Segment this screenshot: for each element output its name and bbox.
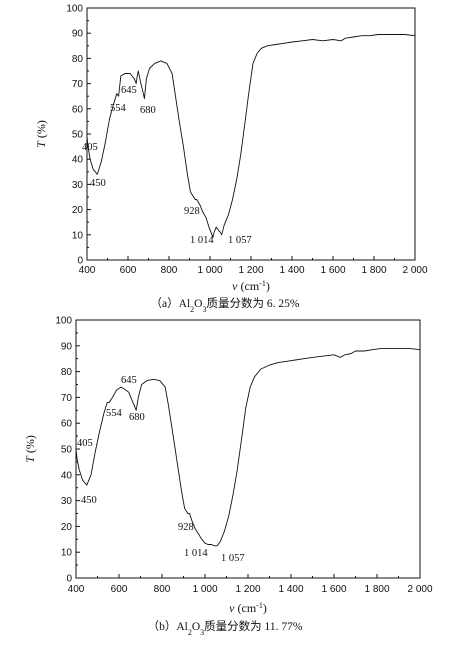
y-tick-label: 20 <box>61 522 73 533</box>
x-axis-symbol: v <box>229 601 235 615</box>
y-tick-label: 80 <box>61 367 73 378</box>
caption-subscript: 3 <box>202 305 206 314</box>
peak-label-928: 928 <box>178 522 194 533</box>
peak-label-450: 450 <box>81 495 97 506</box>
x-axis-unit: (cm <box>238 279 260 293</box>
y-tick-label: 30 <box>61 496 73 507</box>
y-tick-label: 80 <box>72 54 84 65</box>
peak-label-450: 450 <box>90 178 106 189</box>
plot-frame-1 <box>86 7 416 261</box>
y-tick-label: 10 <box>61 548 73 559</box>
x-tick-label: 1 000 <box>192 584 217 595</box>
y-tick-label: 30 <box>72 180 84 191</box>
x-tick-label: 400 <box>79 265 96 276</box>
y-tick-label: 100 <box>55 316 72 327</box>
y-tick-label: 0 <box>66 574 72 585</box>
peak-label-405: 405 <box>77 438 93 449</box>
x-tick-label: 1 600 <box>321 584 346 595</box>
caption-suffix: 质量分数为 11. 77% <box>204 619 303 633</box>
x-tick-label: 2 000 <box>402 265 427 276</box>
x-axis-unit-close: ) <box>263 601 267 615</box>
x-axis-unit-exponent: -1 <box>256 601 263 610</box>
x-tick-label: 600 <box>120 265 137 276</box>
caption-mid: O <box>192 621 200 633</box>
caption-prefix: （b）Al <box>148 620 188 633</box>
y-tick-label: 70 <box>72 79 84 90</box>
x-tick-label: 800 <box>154 584 171 595</box>
x-tick-label: 800 <box>161 265 178 276</box>
y-axis-title: T (%) <box>23 435 37 463</box>
x-tick-label: 1 000 <box>197 265 222 276</box>
peak-label-928: 928 <box>184 206 200 217</box>
x-axis-title: v (cm-1) <box>232 279 270 294</box>
caption-subscript: 2 <box>190 305 194 314</box>
peak-label-1057: 1 057 <box>221 553 245 564</box>
y-tick-label: 90 <box>72 29 84 40</box>
peak-label-680: 680 <box>129 412 145 423</box>
caption-mid: O <box>194 298 202 310</box>
y-tick-label: 70 <box>61 393 73 404</box>
x-axis-title: v (cm-1) <box>229 601 267 616</box>
peak-label-1057: 1 057 <box>228 235 252 246</box>
peak-label-554: 554 <box>106 408 123 419</box>
x-axis-symbol: v <box>232 279 238 293</box>
caption-suffix: 质量分数为 6. 25% <box>206 296 299 310</box>
peak-label-680: 680 <box>140 105 156 116</box>
x-tick-label: 1 400 <box>278 584 303 595</box>
x-tick-label: 1 600 <box>320 265 345 276</box>
y-tick-label: 40 <box>72 155 84 166</box>
x-tick-label: 1 200 <box>235 584 260 595</box>
caption-subscript: 3 <box>200 628 204 637</box>
x-tick-label: 1 200 <box>238 265 263 276</box>
x-tick-label: 2 000 <box>407 584 432 595</box>
peak-label-1014: 1 014 <box>190 235 214 246</box>
x-axis-unit-close: ) <box>266 279 270 293</box>
y-tick-label: 100 <box>66 4 83 15</box>
y-axis-unit: (%) <box>23 435 37 456</box>
y-axis-unit: (%) <box>34 120 48 141</box>
caption-prefix: （a）Al <box>151 297 191 310</box>
x-tick-label: 1 800 <box>364 584 389 595</box>
y-tick-label: 60 <box>61 419 73 430</box>
panel-caption-1: （a）Al2O3质量分数为 6. 25% <box>151 296 300 314</box>
caption-subscript: 2 <box>188 628 192 637</box>
x-tick-label: 600 <box>111 584 128 595</box>
x-axis-unit-exponent: -1 <box>259 279 266 288</box>
y-tick-label: 50 <box>61 445 73 456</box>
y-tick-label: 40 <box>61 470 73 481</box>
y-tick-label: 0 <box>77 256 83 267</box>
peak-label-554: 554 <box>110 103 127 114</box>
peak-label-405: 405 <box>82 142 98 153</box>
y-axis-symbol: T <box>34 140 48 148</box>
spectrum-line-1 <box>86 34 416 238</box>
x-tick-label: 1 800 <box>361 265 386 276</box>
x-tick-label: 1 400 <box>279 265 304 276</box>
plot-frame-2 <box>75 319 421 579</box>
x-axis-unit: (cm <box>235 601 257 615</box>
y-tick-label: 60 <box>72 104 84 115</box>
y-tick-label: 20 <box>72 205 84 216</box>
y-tick-label: 50 <box>72 130 84 141</box>
x-tick-label: 400 <box>68 584 85 595</box>
y-tick-label: 90 <box>61 341 73 352</box>
peak-label-645: 645 <box>121 85 137 96</box>
panel-caption-2: （b）Al2O3质量分数为 11. 77% <box>148 619 303 637</box>
y-tick-label: 10 <box>72 230 84 241</box>
peak-label-1014: 1 014 <box>184 548 208 559</box>
y-axis-symbol: T <box>23 455 37 463</box>
peak-label-645: 645 <box>121 375 137 386</box>
y-axis-title: T (%) <box>34 120 48 148</box>
spectrum-line-2 <box>75 347 421 547</box>
